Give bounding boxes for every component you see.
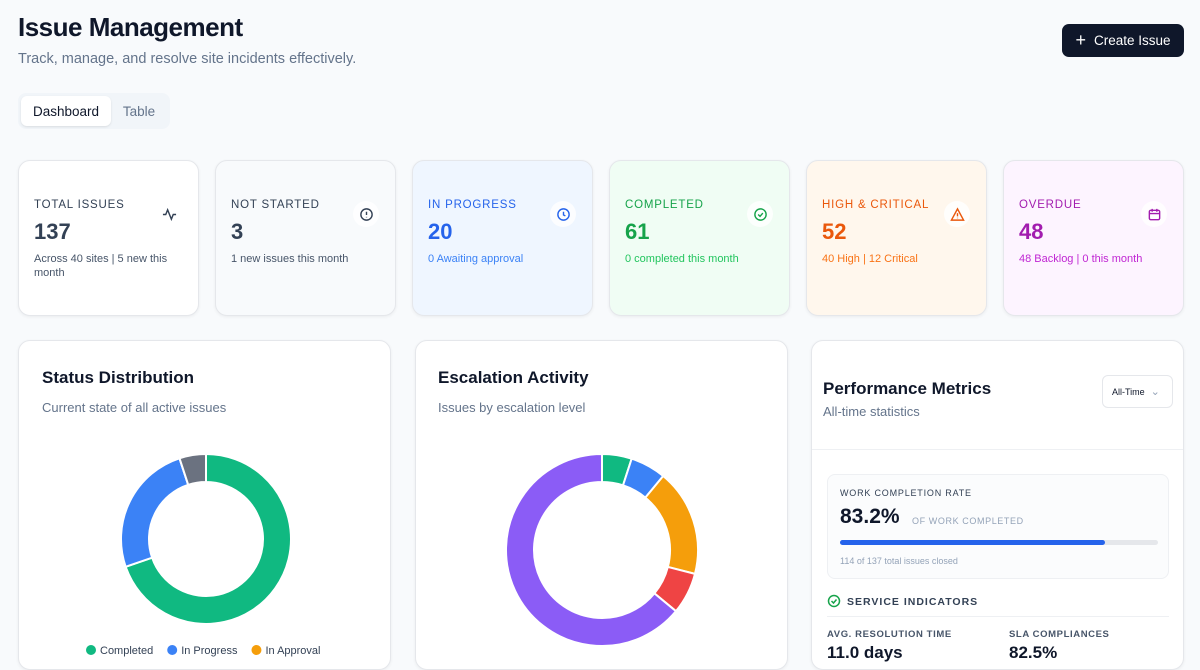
time-select[interactable]: All-Time ⌄	[1102, 375, 1173, 408]
tab-bar: Dashboard Table	[18, 93, 170, 129]
card-subtitle: All-time statistics	[823, 404, 920, 419]
card-subtitle: Issues by escalation level	[438, 400, 586, 415]
card-title: Performance Metrics	[823, 379, 992, 398]
progress-fill	[840, 540, 1105, 545]
stat-note: 1 new issues this month	[231, 253, 349, 265]
chevron: ⌄	[1150, 386, 1160, 398]
icon	[949, 206, 965, 221]
page-title: Issue Management	[18, 12, 243, 42]
status-donut: Completed In Progress In Approval	[86, 452, 321, 657]
legend-swatch	[167, 645, 178, 655]
check-icon	[827, 594, 841, 608]
create-issue-button[interactable]: + Create Issue	[1062, 24, 1184, 57]
stat-note: 0 completed this month	[625, 253, 739, 265]
indicator-value: 11.0 days	[827, 643, 903, 662]
section-title: SERVICE INDICATORS	[847, 596, 979, 608]
stat-label: NOT STARTED	[231, 199, 320, 211]
indicator-label: SLA COMPLIANCES	[1009, 629, 1110, 640]
stat-label: HIGH & CRITICAL	[822, 199, 930, 211]
select-label: All-Time	[1112, 386, 1145, 397]
performance-card: Performance Metrics All-time statistics …	[811, 340, 1184, 670]
rate-suffix: OF WORK COMPLETED	[912, 516, 1024, 526]
stat-note: Across 40 sites | 5 new this month	[34, 253, 168, 279]
stat-value: 48	[1019, 219, 1044, 244]
rate-value: 83.2%	[840, 505, 900, 528]
stat-value: 52	[822, 219, 847, 244]
donut-segment	[178, 452, 207, 487]
tab-table[interactable]: Table	[122, 103, 156, 119]
legend-label: In Progress	[181, 645, 238, 657]
donut-segment	[120, 456, 190, 569]
stat-card: OVERDUE 48 48 Backlog | 0 this month	[1003, 160, 1184, 316]
stat-card: IN PROGRESS 20 0 Awaiting approval	[412, 160, 593, 316]
stat-value: 20	[428, 219, 453, 244]
escalation-donut	[505, 452, 699, 647]
rate-title: WORK COMPLETION RATE	[840, 488, 972, 498]
donut-segment	[643, 474, 699, 576]
icon	[753, 207, 767, 221]
page-subtitle: Track, manage, and resolve site incident…	[18, 51, 357, 67]
icon	[556, 207, 570, 221]
stat-label: OVERDUE	[1019, 199, 1082, 211]
donut-segment	[505, 452, 678, 647]
stat-value: 61	[625, 219, 650, 244]
stat-icon	[353, 201, 379, 227]
stat-note: 40 High | 12 Critical	[822, 253, 918, 265]
divider	[812, 449, 1183, 450]
tab-dashboard[interactable]: Dashboard	[21, 96, 111, 126]
icon	[162, 207, 176, 221]
indicator-value: 82.5%	[1009, 643, 1058, 662]
stat-icon	[944, 201, 970, 227]
rate-note: 114 of 137 total issues closed	[840, 556, 958, 566]
rate-box: WORK COMPLETION RATE 83.2% OF WORK COMPL…	[827, 474, 1169, 579]
legend-label: In Approval	[265, 645, 320, 657]
stat-card: HIGH & CRITICAL 52 40 High | 12 Critical	[806, 160, 987, 316]
donut-segment	[124, 452, 292, 625]
progress-track	[840, 540, 1158, 545]
divider	[827, 616, 1169, 617]
icon	[359, 207, 373, 221]
stat-label: TOTAL ISSUES	[34, 199, 125, 211]
legend-label: Completed	[100, 645, 153, 657]
stat-icon	[550, 201, 576, 227]
stat-label: COMPLETED	[625, 199, 704, 211]
stat-card: NOT STARTED 3 1 new issues this month	[215, 160, 396, 316]
card-title: Escalation Activity	[438, 368, 589, 387]
stat-value: 3	[231, 219, 244, 244]
page: Issue Management Track, manage, and reso…	[18, 12, 1184, 670]
stat-icon	[1141, 201, 1167, 227]
stat-value: 137	[34, 219, 71, 244]
status-card: Status Distribution Current state of all…	[18, 340, 391, 670]
stat-card: COMPLETED 61 0 completed this month	[609, 160, 790, 316]
legend-swatch	[86, 645, 96, 655]
stat-icon	[156, 201, 182, 227]
stat-label: IN PROGRESS	[428, 199, 517, 211]
stat-icon	[747, 201, 773, 227]
icon	[1148, 208, 1160, 220]
indicator-label: AVG. RESOLUTION TIME	[827, 629, 952, 640]
plus-icon: +	[1075, 30, 1086, 50]
escalation-card: Escalation Activity Issues by escalation…	[415, 340, 788, 670]
stat-card: TOTAL ISSUES 137 Across 40 sites | 5 new t…	[18, 160, 199, 316]
stat-note: 48 Backlog | 0 this month	[1019, 253, 1143, 265]
card-subtitle: Current state of all active issues	[42, 400, 227, 415]
card-title: Status Distribution	[42, 368, 195, 387]
button-label: Create Issue	[1093, 33, 1171, 48]
stat-note: 0 Awaiting approval	[428, 253, 524, 265]
legend-swatch	[251, 645, 262, 655]
